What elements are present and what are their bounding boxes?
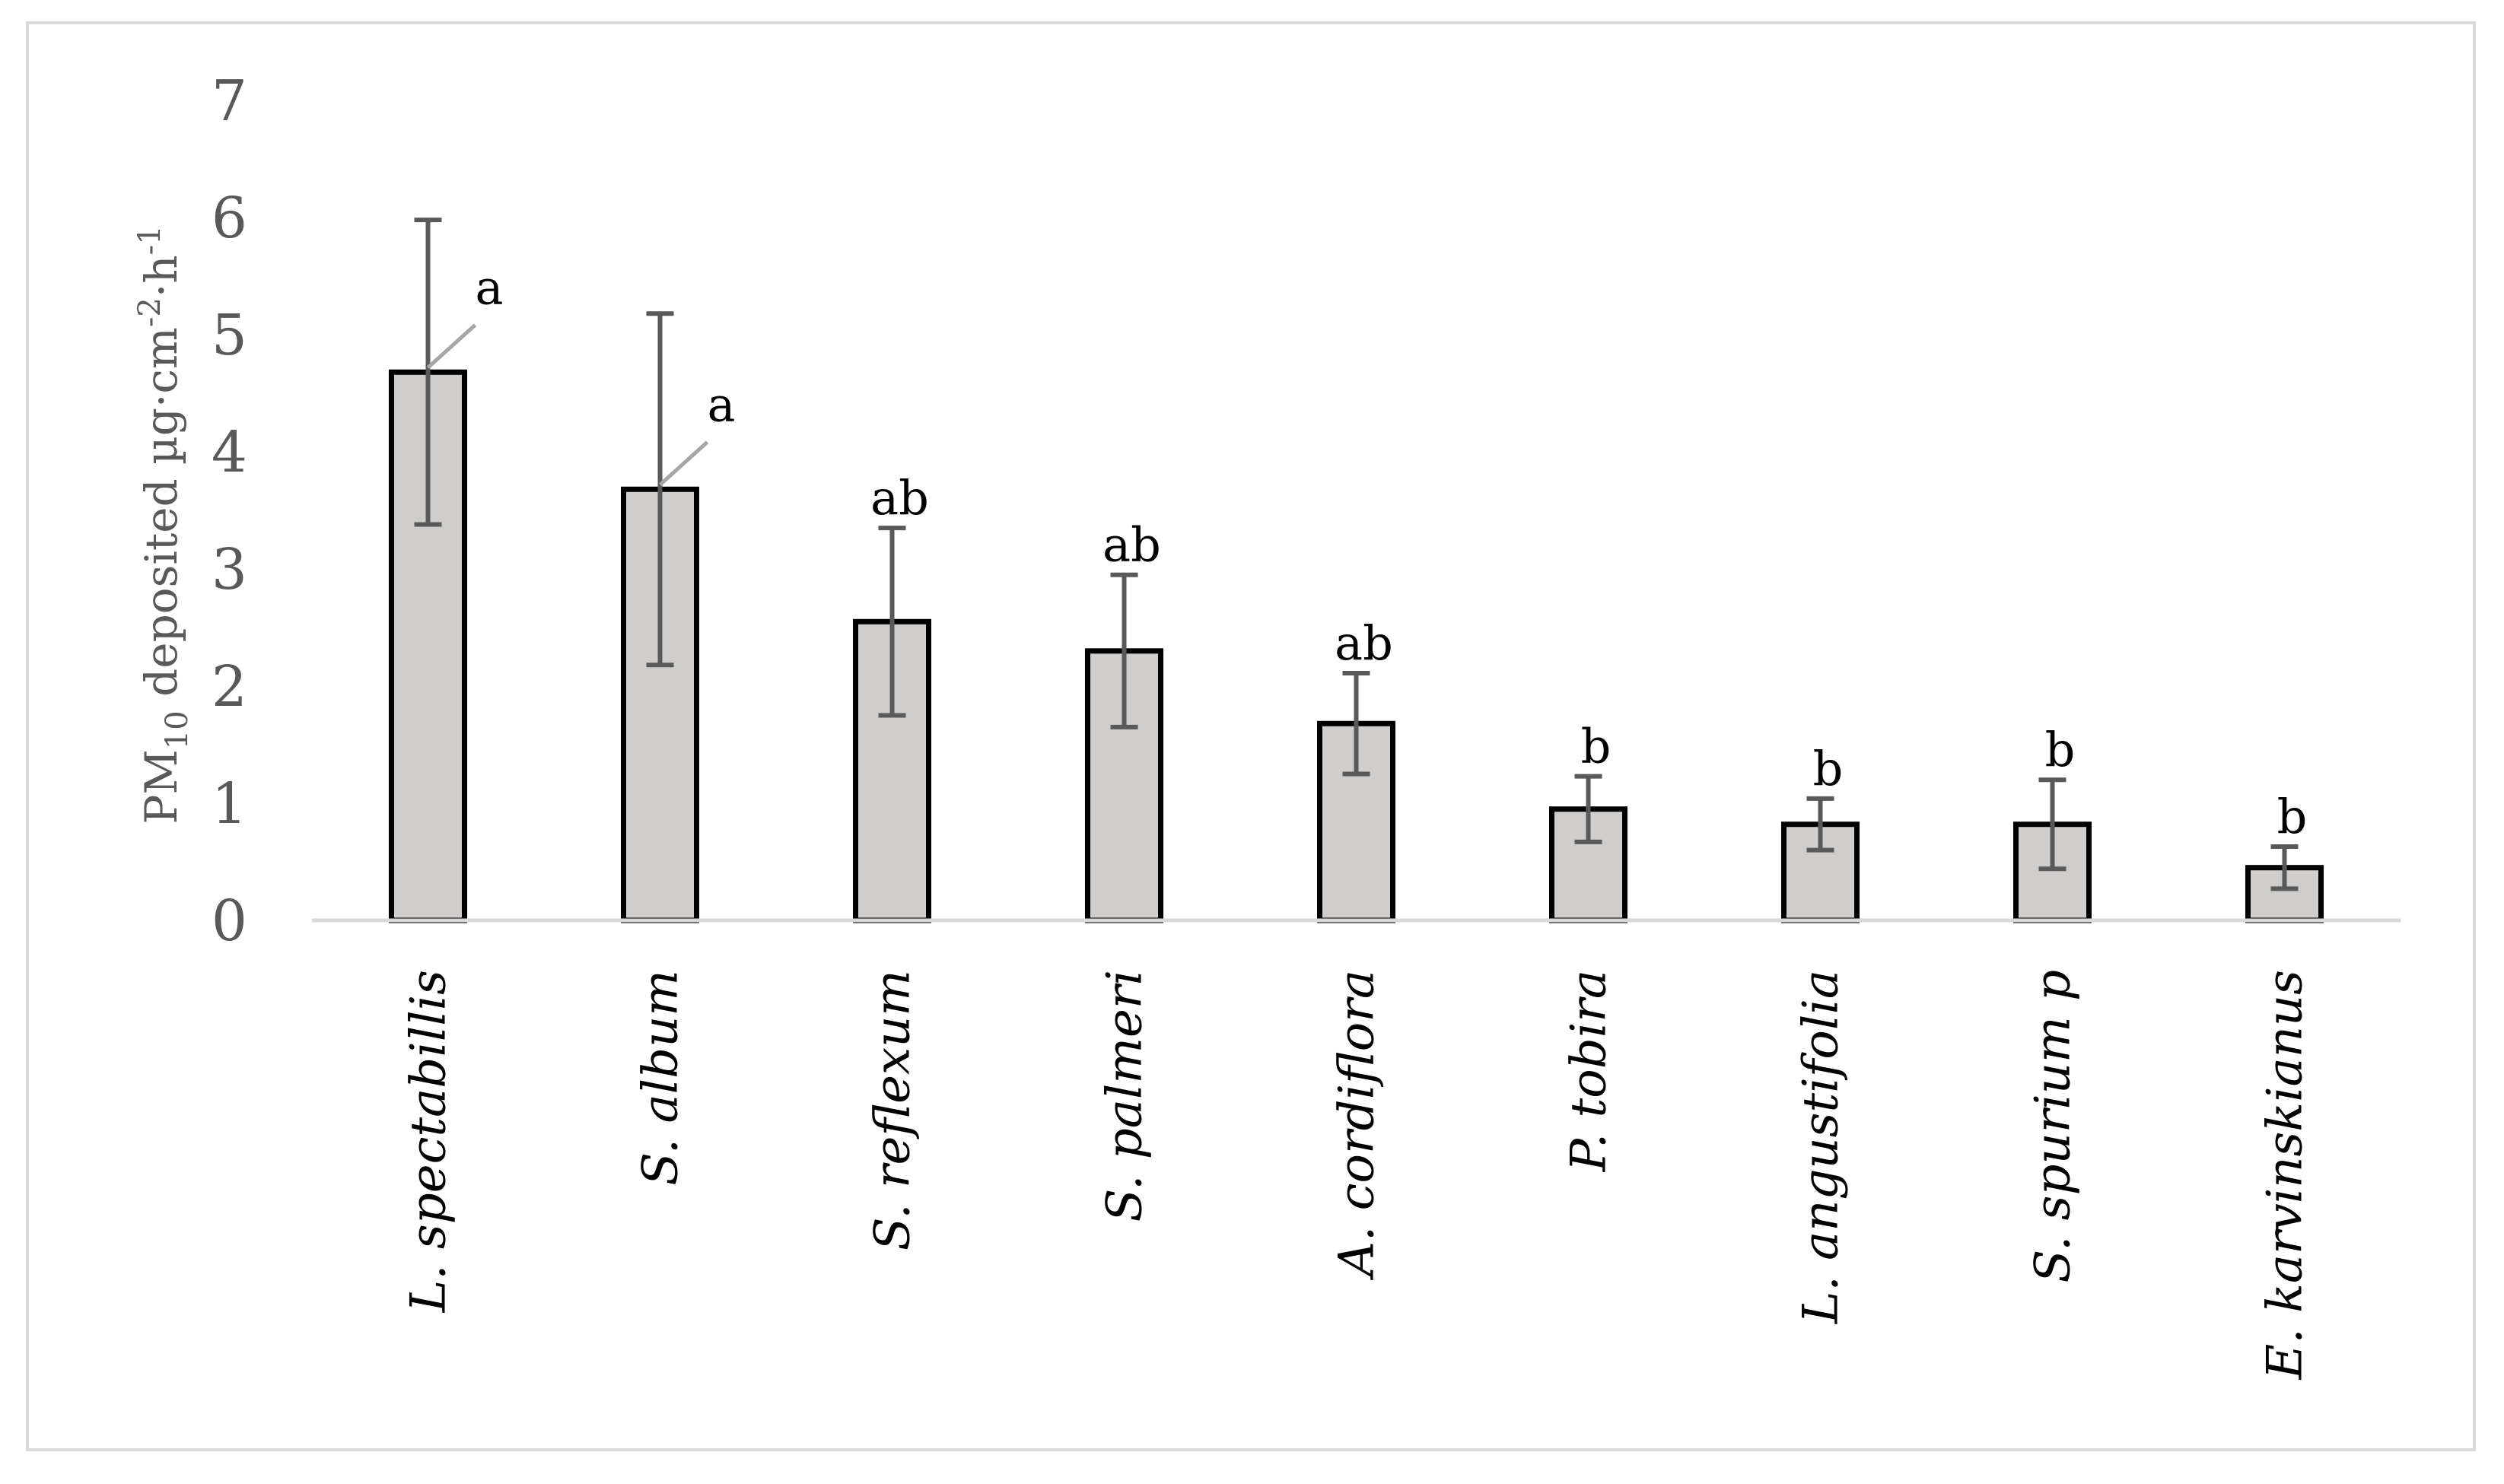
error-bars bbox=[414, 218, 2299, 891]
significance-labels: a a ab ab ab b b b b bbox=[426, 259, 2308, 844]
x-tick-label: S. spurium p bbox=[2025, 970, 2082, 1283]
y-tick-label: 2 bbox=[212, 654, 247, 720]
x-tick-label: S. reflexum bbox=[865, 970, 921, 1250]
y-axis-label: PM10 deposited µg·cm-2·h-1 bbox=[132, 225, 195, 824]
error-bar bbox=[646, 311, 674, 668]
significance-label: b bbox=[1581, 719, 1612, 774]
y-tick-label: 4 bbox=[212, 420, 247, 485]
significance-label: a bbox=[708, 377, 736, 432]
significance-label: a bbox=[476, 259, 504, 315]
y-tick-label: 0 bbox=[212, 888, 247, 954]
significance-label: b bbox=[2277, 789, 2308, 844]
error-bar bbox=[414, 218, 442, 527]
error-bar bbox=[1806, 796, 1834, 853]
y-tick-label: 1 bbox=[212, 771, 247, 837]
leader-line bbox=[658, 440, 709, 487]
x-tick-label: P. tobira bbox=[1561, 970, 1618, 1172]
significance-label: b bbox=[2045, 722, 2076, 777]
significance-label: ab bbox=[1102, 517, 1161, 573]
y-tick-label: 3 bbox=[212, 537, 247, 602]
error-bar bbox=[2038, 777, 2067, 872]
x-tick-label: S. palmeri bbox=[1097, 970, 1153, 1222]
x-tick-label: L. angustifolia bbox=[1793, 970, 1850, 1324]
leader-line bbox=[426, 323, 477, 370]
x-tick-label: E. karvinskianus bbox=[2257, 970, 2314, 1380]
y-tick-label: 7 bbox=[212, 68, 247, 134]
significance-label: ab bbox=[870, 470, 929, 526]
x-tick-label: S. album bbox=[633, 970, 689, 1186]
significance-label: b bbox=[1813, 741, 1844, 796]
category-labels: L. spectabillis S. album S. reflexum S. pal… bbox=[401, 970, 2314, 1380]
x-tick-label: A. cordiflora bbox=[1329, 970, 1386, 1280]
error-bar bbox=[1342, 671, 1370, 777]
error-bar bbox=[1110, 572, 1138, 729]
y-tick-label: 6 bbox=[212, 186, 247, 251]
ylabel-mid: ·h bbox=[135, 255, 187, 297]
ylabel-base: PM bbox=[135, 749, 187, 824]
error-bar bbox=[2270, 844, 2299, 891]
error-bar bbox=[878, 526, 906, 718]
ylabel-sup2: -1 bbox=[132, 225, 167, 255]
significance-label: ab bbox=[1335, 615, 1393, 671]
ylabel-sup1: -2 bbox=[132, 297, 167, 327]
ylabel-rest: deposited µg·cm bbox=[135, 327, 187, 710]
x-tick-label: L. spectabillis bbox=[401, 970, 457, 1313]
y-tick-label: 5 bbox=[212, 303, 247, 368]
y-axis-ticks: 0 1 2 3 4 5 6 7 bbox=[212, 68, 247, 954]
bar bbox=[853, 618, 931, 923]
ylabel-subscript: 10 bbox=[160, 710, 195, 749]
error-bar bbox=[1574, 774, 1602, 844]
